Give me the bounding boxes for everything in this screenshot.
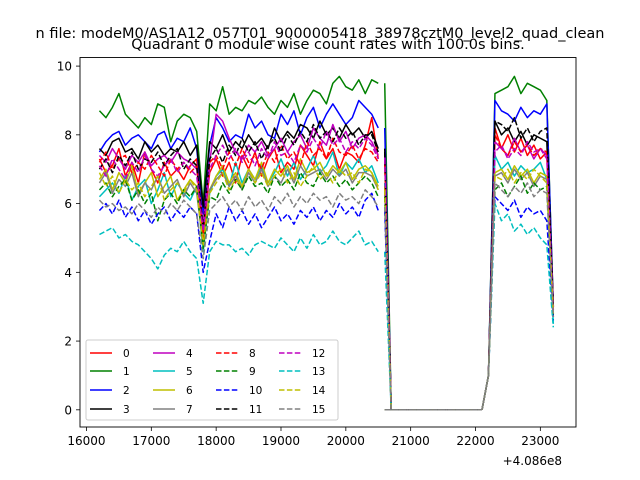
legend-label-0: 0: [123, 348, 130, 360]
x-tick-label: 22000: [456, 434, 494, 448]
legend-label-12: 12: [312, 348, 325, 360]
legend-label-1: 1: [123, 366, 130, 378]
series-15-line: [98, 189, 379, 260]
x-tick-label: 20000: [327, 434, 365, 448]
legend-label-4: 4: [186, 348, 193, 360]
y-tick-label: 6: [64, 197, 72, 211]
legend-label-2: 2: [123, 385, 130, 397]
x-tick-label: 16000: [67, 434, 105, 448]
x-tick-label: 21000: [392, 434, 430, 448]
series-layer: [98, 75, 555, 411]
series-13-line: [99, 226, 379, 305]
y-tick-label: 8: [64, 128, 72, 142]
legend-label-9: 9: [249, 366, 256, 378]
series-12-line: [98, 130, 379, 232]
series-15-connector: [383, 206, 392, 410]
legend-label-14: 14: [312, 385, 326, 397]
series-9-line: [98, 171, 379, 250]
x-tick-label: 19000: [262, 434, 300, 448]
y-axis: 0 2 4 6 8 10: [57, 60, 80, 417]
x-tick-label: 18000: [197, 434, 235, 448]
figure-suptitle: n file: modeM0/AS1A12_057T01_9000005418_…: [36, 26, 605, 42]
legend-label-10: 10: [249, 385, 262, 397]
series-1-line: [98, 75, 379, 205]
legend-label-3: 3: [123, 404, 130, 416]
legend-label-11: 11: [249, 404, 262, 416]
chart-title: Quadrant 0 module wise count rates with …: [131, 37, 525, 53]
y-tick-label: 0: [64, 403, 72, 417]
axes-frame: [79, 57, 577, 428]
plot-area: 16000 17000 18000 19000 20000 21000 22000 23000…: [57, 57, 577, 468]
series-14-line: [98, 165, 379, 246]
x-tick-label: 23000: [521, 434, 559, 448]
legend-label-13: 13: [312, 366, 325, 378]
series-10-line: [98, 192, 379, 274]
y-tick-label: 2: [64, 335, 72, 349]
x-offset-label: +4.086e8: [503, 454, 562, 468]
legend-box: [85, 339, 339, 421]
series-6-line: [98, 158, 379, 243]
legend-label-5: 5: [186, 366, 193, 378]
y-tick-label: 10: [57, 60, 72, 74]
legend-label-15: 15: [312, 404, 325, 416]
y-tick-label: 4: [64, 266, 72, 280]
x-axis: 16000 17000 18000 19000 20000 21000 22000 23000: [67, 427, 559, 448]
x-tick-label: 17000: [132, 434, 170, 448]
legend-label-8: 8: [249, 348, 256, 360]
legend-label-7: 7: [186, 404, 193, 416]
series-15-line: [481, 182, 555, 410]
legend-label-6: 6: [186, 385, 193, 397]
